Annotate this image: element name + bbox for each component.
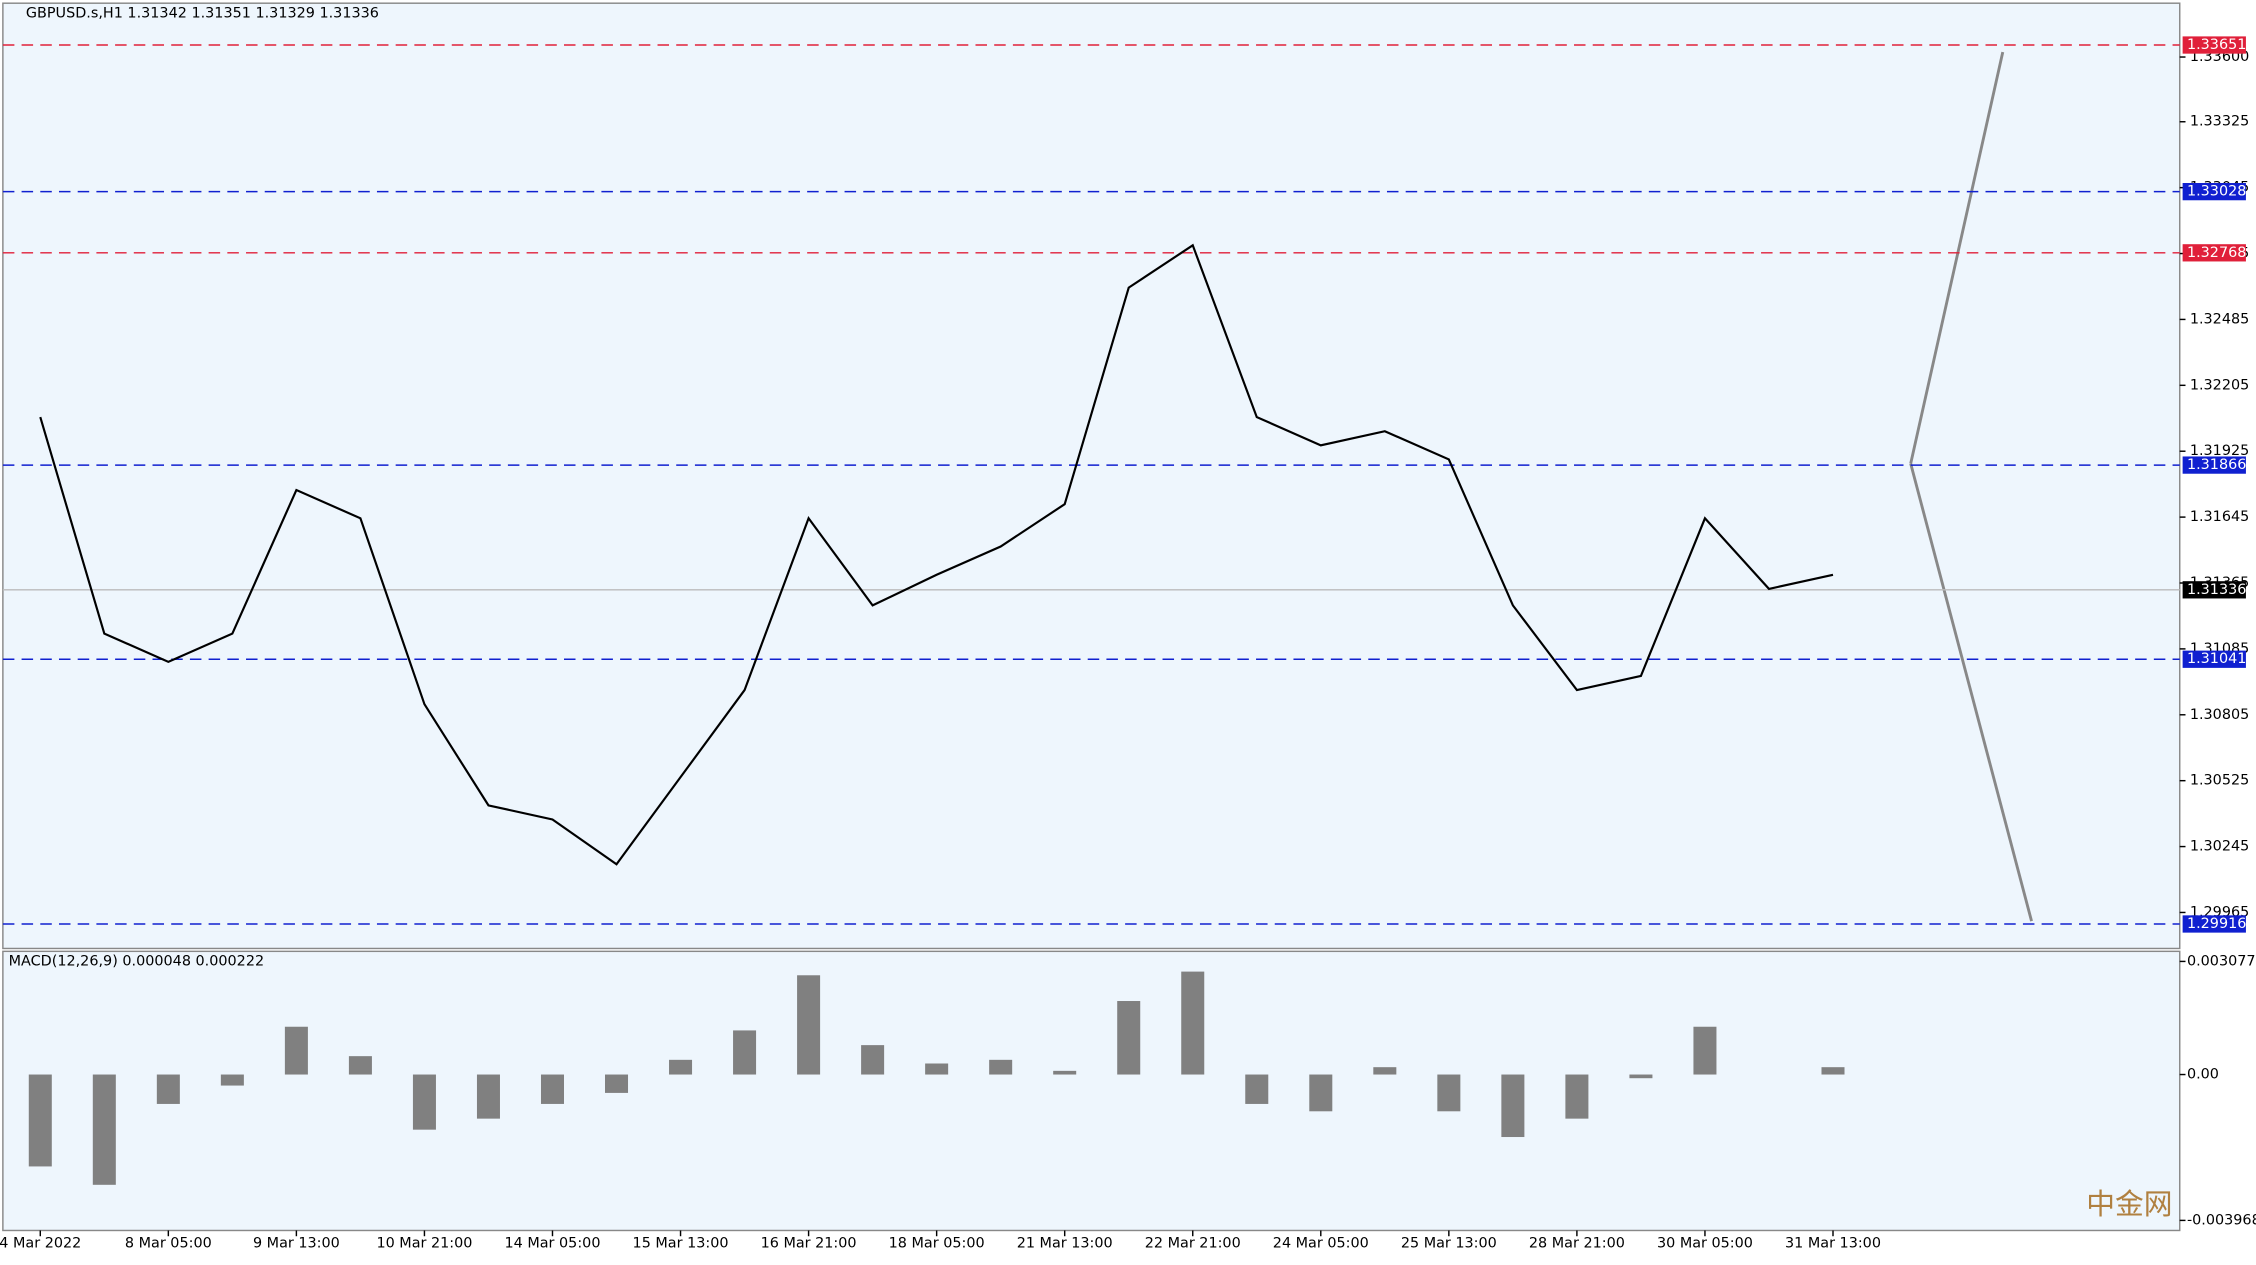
macd-bar	[1437, 1074, 1461, 1112]
level-label: 1.31041	[2187, 651, 2246, 667]
x-tick-label: 16 Mar 21:00	[761, 1235, 857, 1251]
macd-bar	[1693, 1026, 1717, 1075]
x-tick-label: 28 Mar 21:00	[1529, 1235, 1625, 1251]
level-tag	[2182, 456, 2246, 474]
level-tag	[2182, 244, 2246, 262]
level-tag	[2182, 36, 2246, 54]
macd-bar	[1629, 1074, 1653, 1079]
projection-arrow	[1909, 463, 2033, 922]
macd-bar	[476, 1074, 500, 1119]
projection-arrow	[1909, 51, 2005, 464]
macd-bar	[1053, 1070, 1077, 1075]
price-title: GBPUSD.s,H1 1.31342 1.31351 1.31329 1.31…	[26, 5, 379, 21]
macd-bar	[797, 975, 821, 1075]
y-tick-label: 1.32205	[2190, 377, 2249, 393]
x-tick-label: 22 Mar 21:00	[1145, 1235, 1241, 1251]
macd-bar	[1565, 1074, 1589, 1119]
y-tick-label: 1.31925	[2190, 443, 2249, 459]
y-tick-label: 1.30805	[2190, 707, 2249, 723]
x-tick-label: 8 Mar 05:00	[125, 1235, 212, 1251]
x-tick-label: 31 Mar 13:00	[1785, 1235, 1881, 1251]
y-tick-label: 1.30525	[2190, 773, 2249, 789]
x-tick-label: 18 Mar 05:00	[889, 1235, 985, 1251]
macd-bar	[669, 1059, 693, 1075]
x-tick-label: 25 Mar 13:00	[1401, 1235, 1497, 1251]
x-tick-label: 30 Mar 05:00	[1657, 1235, 1753, 1251]
level-tag	[2182, 915, 2246, 933]
macd-bar	[1501, 1074, 1525, 1138]
macd-bar	[92, 1074, 116, 1185]
price-line	[39, 243, 1834, 866]
level-label: 1.29916	[2187, 916, 2246, 932]
macd-bar	[605, 1074, 629, 1093]
level-label: 1.33028	[2187, 184, 2246, 200]
macd-bar	[733, 1030, 757, 1075]
last-price-label: 1.31336	[2187, 582, 2246, 598]
y-tick-label: 1.31645	[2190, 509, 2249, 525]
level-label: 1.32768	[2187, 245, 2246, 261]
macd-bar	[1181, 971, 1205, 1075]
y-tick-label: 1.33325	[2190, 114, 2249, 130]
macd-bar	[989, 1059, 1013, 1075]
macd-bar	[156, 1074, 180, 1104]
macd-bar	[861, 1045, 885, 1075]
macd-bar	[220, 1074, 244, 1086]
watermark: 中金网	[2086, 1187, 2172, 1221]
macd-bar	[348, 1056, 372, 1075]
x-tick-label: 10 Mar 21:00	[376, 1235, 472, 1251]
y-tick-label: 0.003077	[2187, 953, 2256, 969]
macd-bar	[1373, 1067, 1397, 1075]
x-tick-label: 24 Mar 05:00	[1273, 1235, 1369, 1251]
macd-bar	[28, 1074, 52, 1167]
last-price-tag	[2182, 581, 2246, 599]
macd-bar	[540, 1074, 564, 1104]
level-label: 1.33651	[2187, 37, 2246, 53]
x-tick-label: 9 Mar 13:00	[253, 1235, 340, 1251]
macd-bar	[1821, 1067, 1845, 1075]
macd-bar	[412, 1074, 436, 1130]
level-tag	[2182, 650, 2246, 668]
x-tick-label: 21 Mar 13:00	[1017, 1235, 1113, 1251]
y-tick-label: 1.32485	[2190, 311, 2249, 327]
macd-bar	[925, 1063, 949, 1075]
macd-panel	[2, 950, 2181, 1232]
macd-title: MACD(12,26,9) 0.000048 0.000222	[9, 953, 265, 969]
x-tick-label: 15 Mar 13:00	[633, 1235, 729, 1251]
price-panel	[2, 2, 2181, 950]
y-tick-label: 1.30245	[2190, 839, 2249, 855]
macd-bar	[1309, 1074, 1333, 1112]
macd-bar	[1117, 1001, 1141, 1075]
x-tick-label: 4 Mar 2022	[0, 1235, 81, 1251]
macd-bar	[1245, 1074, 1269, 1104]
macd-bar	[284, 1026, 308, 1075]
level-label: 1.31866	[2187, 457, 2246, 473]
x-tick-label: 14 Mar 05:00	[504, 1235, 600, 1251]
y-tick-label: -0.003968	[2187, 1212, 2256, 1228]
level-tag	[2182, 183, 2246, 201]
y-tick-label: 0.00	[2187, 1067, 2219, 1083]
